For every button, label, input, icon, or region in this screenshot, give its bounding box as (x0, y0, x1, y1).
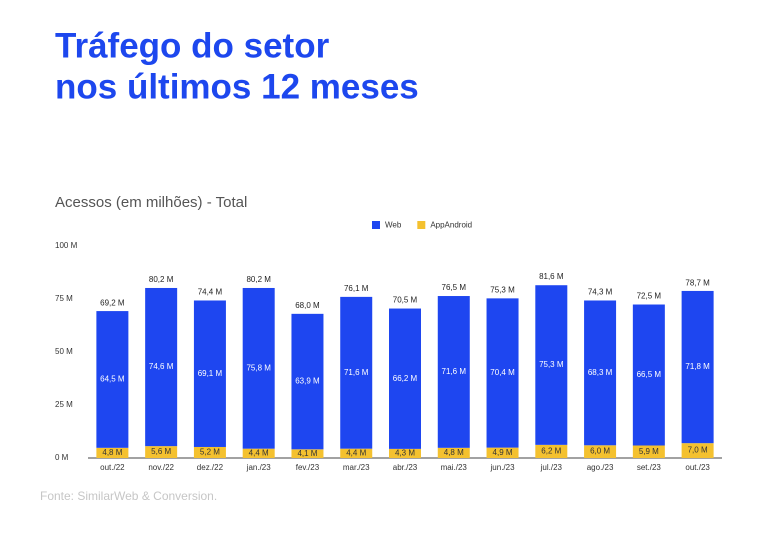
segment-label: 71,6 M (344, 368, 369, 377)
bar-segment (96, 447, 129, 458)
total-label: 80,2 M (246, 275, 271, 284)
bar-segment (535, 444, 568, 458)
y-tick-label: 25 M (55, 400, 73, 409)
segment-label: 4,1 M (297, 449, 317, 458)
segment-label: 66,2 M (393, 374, 418, 383)
y-tick-label: 75 M (55, 294, 73, 303)
title-line: Tráfego do setor (55, 26, 330, 65)
segment-label: 6,0 M (590, 447, 610, 456)
segment-label: 4,4 M (346, 448, 366, 457)
bar-segment (486, 298, 519, 448)
bar-segment (389, 308, 421, 449)
x-tick-label: jun./23 (490, 463, 516, 472)
x-tick-label: ago./23 (587, 463, 614, 472)
y-tick-label: 100 M (55, 241, 78, 250)
segment-label: 71,8 M (685, 362, 710, 371)
x-tick-label: jan./23 (246, 463, 272, 472)
bar-segment (291, 313, 324, 450)
x-tick-label: dez./22 (197, 463, 224, 472)
segment-label: 64,5 M (100, 375, 125, 384)
bar-segment (681, 443, 714, 458)
segment-label: 4,8 M (102, 448, 122, 457)
legend-label: Web (385, 221, 402, 230)
bar-segment (291, 449, 324, 458)
total-label: 78,7 M (685, 278, 710, 287)
total-label: 74,3 M (588, 288, 613, 297)
segment-label: 70,4 M (490, 368, 515, 377)
segment-label: 69,1 M (198, 369, 223, 378)
bar-segment (193, 300, 226, 447)
bar-segment (584, 300, 617, 446)
segment-label: 63,9 M (295, 377, 320, 386)
bar-segment (389, 448, 421, 458)
legend-label: AppAndroid (430, 221, 472, 230)
total-label: 75,3 M (490, 285, 515, 294)
total-label: 69,2 M (100, 298, 125, 307)
bar-segment (486, 447, 519, 458)
segment-label: 75,3 M (539, 360, 564, 369)
segment-label: 5,2 M (200, 448, 220, 457)
total-label: 76,1 M (344, 284, 369, 293)
x-tick-label: out./22 (100, 463, 125, 472)
bar-segment (340, 448, 373, 458)
bar-segment (96, 311, 129, 448)
x-tick-label: jul./23 (540, 463, 563, 472)
title-line: nos últimos 12 meses (55, 67, 419, 106)
y-tick-label: 0 M (55, 453, 69, 462)
bar-segment (145, 446, 178, 458)
bar-segment (535, 285, 568, 445)
segment-label: 68,3 M (588, 368, 613, 377)
bar-segment (193, 446, 226, 458)
y-tick-label: 50 M (55, 347, 73, 356)
x-tick-label: fev./23 (296, 463, 320, 472)
total-label: 80,2 M (149, 275, 174, 284)
segment-label: 5,9 M (639, 447, 659, 456)
total-label: 74,4 M (198, 287, 223, 296)
bar-segment (681, 290, 714, 444)
segment-label: 5,6 M (151, 447, 171, 456)
segment-label: 4,4 M (249, 448, 269, 457)
total-label: 76,5 M (442, 283, 467, 292)
total-label: 68,0 M (295, 301, 320, 310)
segment-label: 74,6 M (149, 362, 174, 371)
segment-label: 4,3 M (395, 449, 415, 458)
segment-label: 4,8 M (444, 448, 464, 457)
total-label: 70,5 M (393, 296, 418, 305)
segment-label: 4,9 M (493, 448, 513, 457)
bar-segment (242, 287, 275, 449)
bar-segment (584, 445, 617, 458)
bar-segment (632, 445, 665, 458)
x-tick-label: mai./23 (441, 463, 468, 472)
x-tick-label: abr./23 (393, 463, 418, 472)
bar-segment (340, 296, 373, 449)
legend-swatch (372, 221, 380, 229)
total-label: 72,5 M (637, 291, 662, 300)
bar-segment (437, 296, 470, 448)
segment-label: 75,8 M (246, 363, 271, 372)
x-tick-label: nov./22 (148, 463, 174, 472)
bar-segment (145, 287, 178, 447)
x-tick-label: mar./23 (343, 463, 370, 472)
source: Fonte: SimilarWeb & Conversion. (40, 489, 217, 503)
legend-swatch (417, 221, 426, 229)
x-tick-label: set./23 (637, 463, 662, 472)
bar-segment (242, 448, 275, 458)
bar-segment (632, 304, 665, 446)
segment-label: 7,0 M (688, 446, 708, 455)
segment-label: 71,6 M (442, 367, 467, 376)
segment-label: 6,2 M (541, 447, 561, 456)
x-tick-label: out./23 (685, 463, 710, 472)
total-label: 81,6 M (539, 272, 564, 281)
segment-label: 66,5 M (637, 370, 662, 379)
bar-segment (437, 447, 470, 458)
subtitle: Acessos (em milhões) - Total (55, 194, 247, 211)
